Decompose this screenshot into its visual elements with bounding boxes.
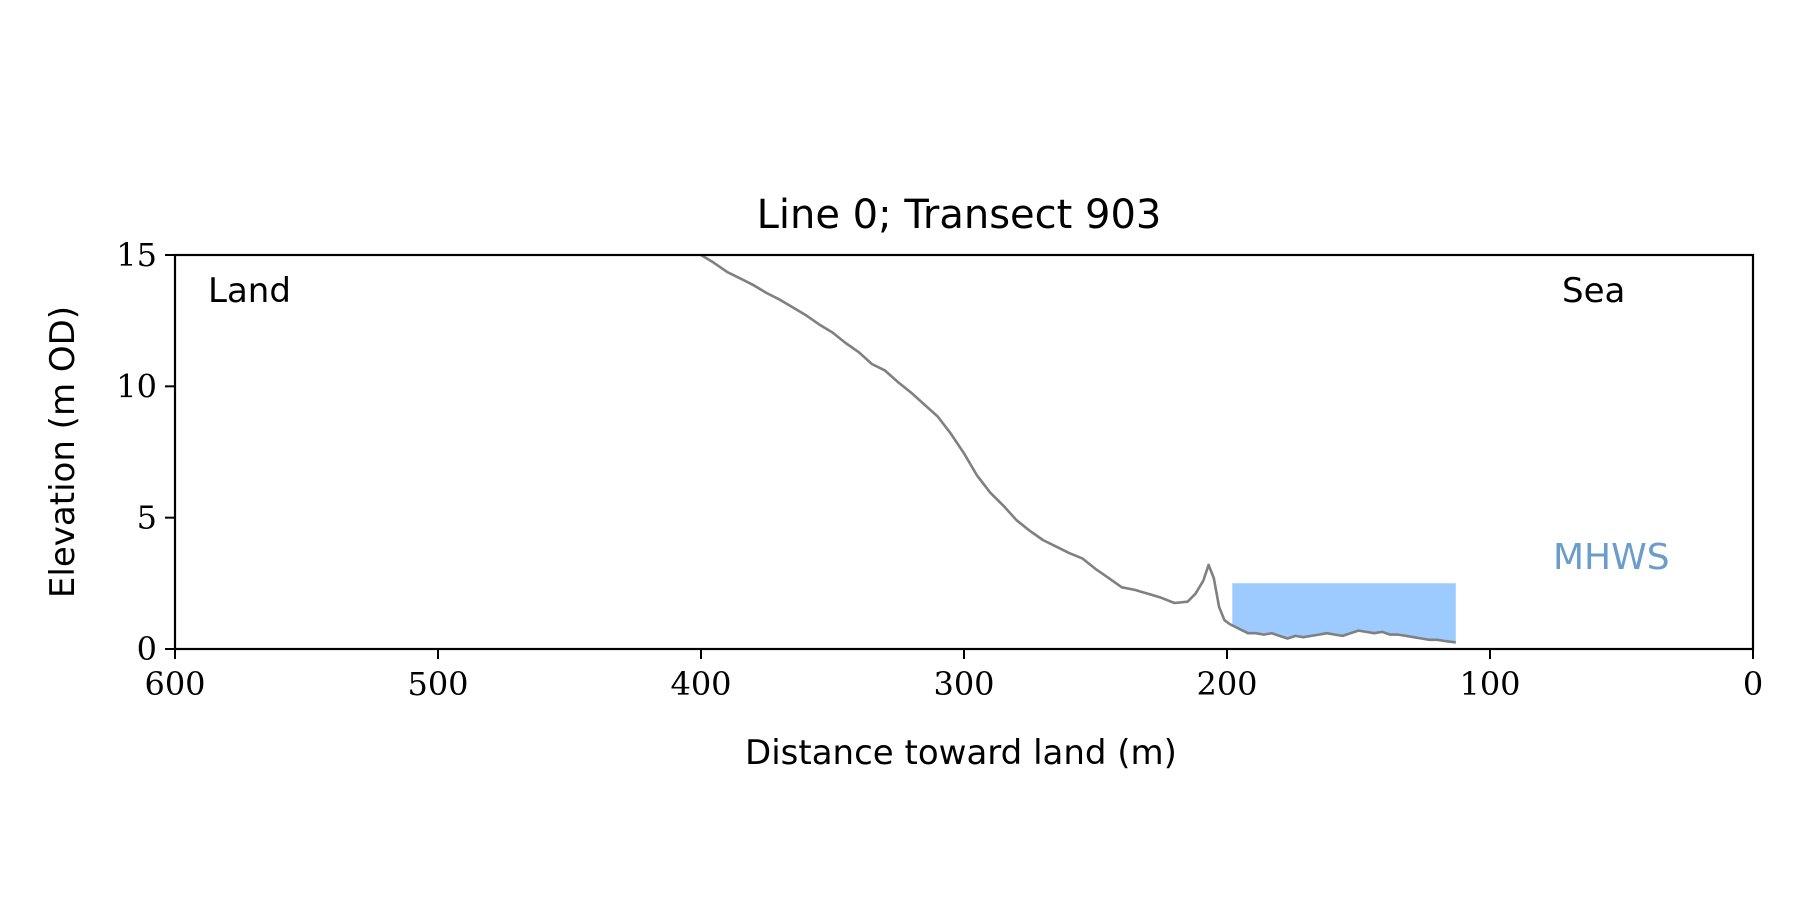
land-label: Land [208, 271, 291, 311]
x-tick-label: 300 [933, 665, 994, 703]
mhws-layer [1232, 583, 1456, 643]
y-axis-label: Elevation (m OD) [43, 306, 83, 598]
mhws-label: MHWS [1553, 537, 1670, 578]
profile-line [700, 253, 1456, 644]
x-tick-label: 0 [1743, 665, 1763, 703]
x-tick-label: 200 [1196, 665, 1257, 703]
sea-label: Sea [1562, 271, 1625, 311]
x-axis-label: Distance toward land (m) [745, 733, 1177, 773]
x-axis-ticks: 600 500 400 300 200 100 0 [144, 649, 1763, 703]
profile-layer [700, 253, 1456, 644]
y-tick-label: 5 [137, 499, 157, 537]
y-tick-label: 15 [116, 236, 157, 274]
x-tick-label: 600 [144, 665, 205, 703]
y-axis-ticks: 0 5 10 15 [116, 236, 175, 668]
mhws-band [1232, 583, 1456, 643]
x-tick-label: 100 [1459, 665, 1520, 703]
y-tick-label: 10 [116, 367, 157, 405]
y-tick-label: 0 [137, 630, 157, 668]
chart-title: Line 0; Transect 903 [757, 192, 1162, 238]
x-tick-label: 400 [670, 665, 731, 703]
x-tick-label: 500 [407, 665, 468, 703]
